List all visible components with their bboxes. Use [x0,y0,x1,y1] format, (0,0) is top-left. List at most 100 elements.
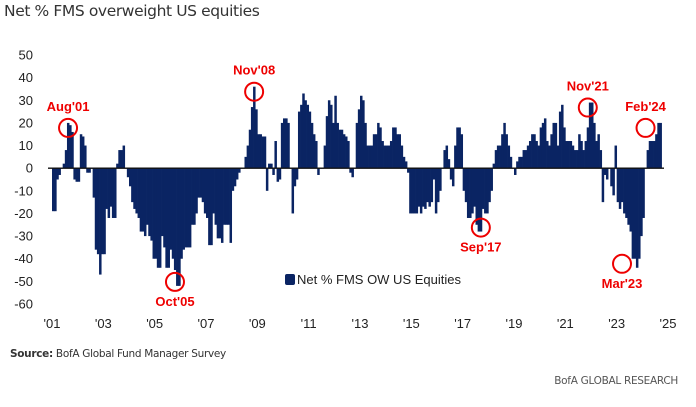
bar [103,168,106,255]
bar [131,168,134,203]
bar [650,141,654,169]
bar [107,168,111,218]
bar [379,127,382,169]
bar [118,150,121,169]
bar [419,168,423,214]
bar [576,150,579,169]
bar [150,168,153,241]
bar [548,145,551,169]
annotation: Oct'05 [155,271,195,309]
bar [186,168,190,248]
bar [567,141,570,169]
bar [195,168,198,214]
bar [640,168,643,237]
bar [231,168,235,191]
bar [411,168,414,214]
bar [648,141,652,169]
annotation: Mar'23 [602,253,642,291]
bar [306,104,310,169]
bar [220,168,224,243]
bar [336,122,339,169]
bar [334,95,337,169]
annotation-label: Nov'08 [233,63,275,78]
bar [625,168,628,218]
bar [180,168,183,259]
bar [355,122,359,169]
bar [394,127,397,169]
bar [618,168,622,209]
bar [657,122,660,169]
bar [518,156,521,169]
x-tick-label: '15 [403,316,420,331]
bar [351,168,354,178]
bar [208,168,211,246]
bar [201,168,205,203]
bar [120,150,123,169]
bar [396,134,399,169]
bar [398,134,401,169]
bar [156,168,160,268]
x-tick-label: '11 [301,316,317,331]
bar [114,168,117,218]
bar [492,163,496,169]
bar [490,168,493,191]
bar [154,168,158,259]
bar [278,168,282,180]
bar [605,168,609,180]
annotation-circle [244,81,265,102]
bar [330,104,333,169]
annotation-label: Oct'05 [155,294,194,309]
bar [552,122,555,169]
bar [565,141,568,169]
bar [357,109,361,169]
bar [578,134,581,169]
bar [88,168,91,173]
bar [582,150,585,169]
bar [584,141,588,169]
y-tick-label: 40 [19,70,33,85]
bars [52,86,662,286]
bar [507,145,511,169]
bar [424,168,427,209]
y-tick-label: 30 [19,93,33,108]
bar [374,134,378,169]
x-tick-label: '05 [146,316,163,331]
bar [169,168,173,250]
y-tick-label: 0 [26,161,33,176]
bar [623,168,626,214]
bar [516,161,519,169]
bar [315,141,318,169]
y-tick-label: -50 [14,274,33,289]
bar [248,129,252,169]
bar [308,111,312,169]
bar [556,145,560,169]
bar [522,150,526,169]
bar [163,168,166,248]
bar [595,141,598,169]
bar [58,168,61,175]
bar [54,168,57,212]
bar [627,168,630,225]
bar [383,145,387,169]
bar [591,102,594,169]
bar [586,127,590,169]
bar [400,145,404,169]
bar [129,168,132,187]
bar [546,141,549,169]
annotation-circle [58,117,79,138]
bar [229,168,233,243]
bar [246,145,250,169]
bar [638,168,641,259]
bar [167,168,170,268]
bar [439,168,442,191]
bar [614,145,618,169]
annotation-circle [635,117,656,138]
bar [503,122,506,169]
bar [244,156,247,169]
bar [475,168,478,225]
bar [389,141,393,169]
legend: Net % FMS OW US Equities [285,272,461,287]
bar [295,168,299,180]
bar [300,104,303,169]
